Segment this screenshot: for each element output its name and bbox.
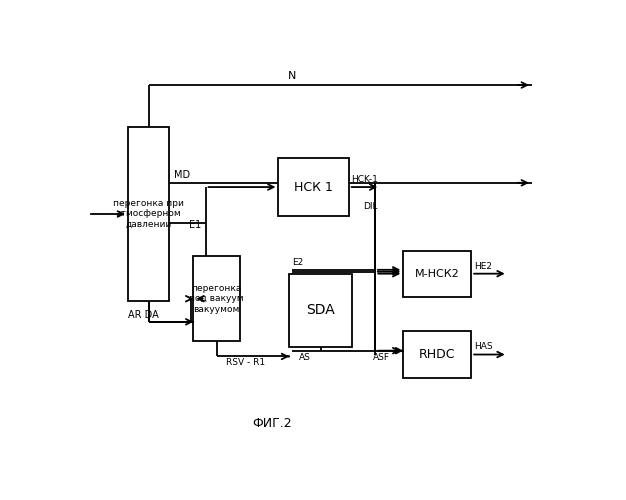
Text: SDA: SDA <box>307 303 335 318</box>
Text: DIL: DIL <box>363 202 377 211</box>
Text: M-НСК2: M-НСК2 <box>415 268 459 278</box>
Text: ФИГ.2: ФИГ.2 <box>252 416 292 430</box>
Text: HCK-1: HCK-1 <box>351 175 378 184</box>
Text: перегонка при
атмосферном
давлении: перегонка при атмосферном давлении <box>113 199 184 229</box>
Bar <box>279 158 349 216</box>
Text: E1: E1 <box>188 220 201 230</box>
Bar <box>193 256 240 341</box>
Text: RSV - R1: RSV - R1 <box>226 358 265 368</box>
Text: RHDC: RHDC <box>419 348 456 361</box>
Bar <box>403 332 471 378</box>
Text: перегонка
под вакуум
вакуумом: перегонка под вакуум вакуумом <box>189 284 244 314</box>
Text: E2: E2 <box>292 258 303 266</box>
Text: N: N <box>287 71 296 81</box>
Text: AS: AS <box>299 352 311 362</box>
Text: ASF: ASF <box>373 352 390 362</box>
Bar <box>289 274 352 347</box>
Bar <box>128 128 169 300</box>
Text: HAS: HAS <box>474 342 492 351</box>
Bar <box>403 250 471 297</box>
Text: MD: MD <box>174 170 190 179</box>
Text: НСК 1: НСК 1 <box>294 180 333 194</box>
Text: HE2: HE2 <box>474 262 491 270</box>
Text: AR DA: AR DA <box>128 310 159 320</box>
